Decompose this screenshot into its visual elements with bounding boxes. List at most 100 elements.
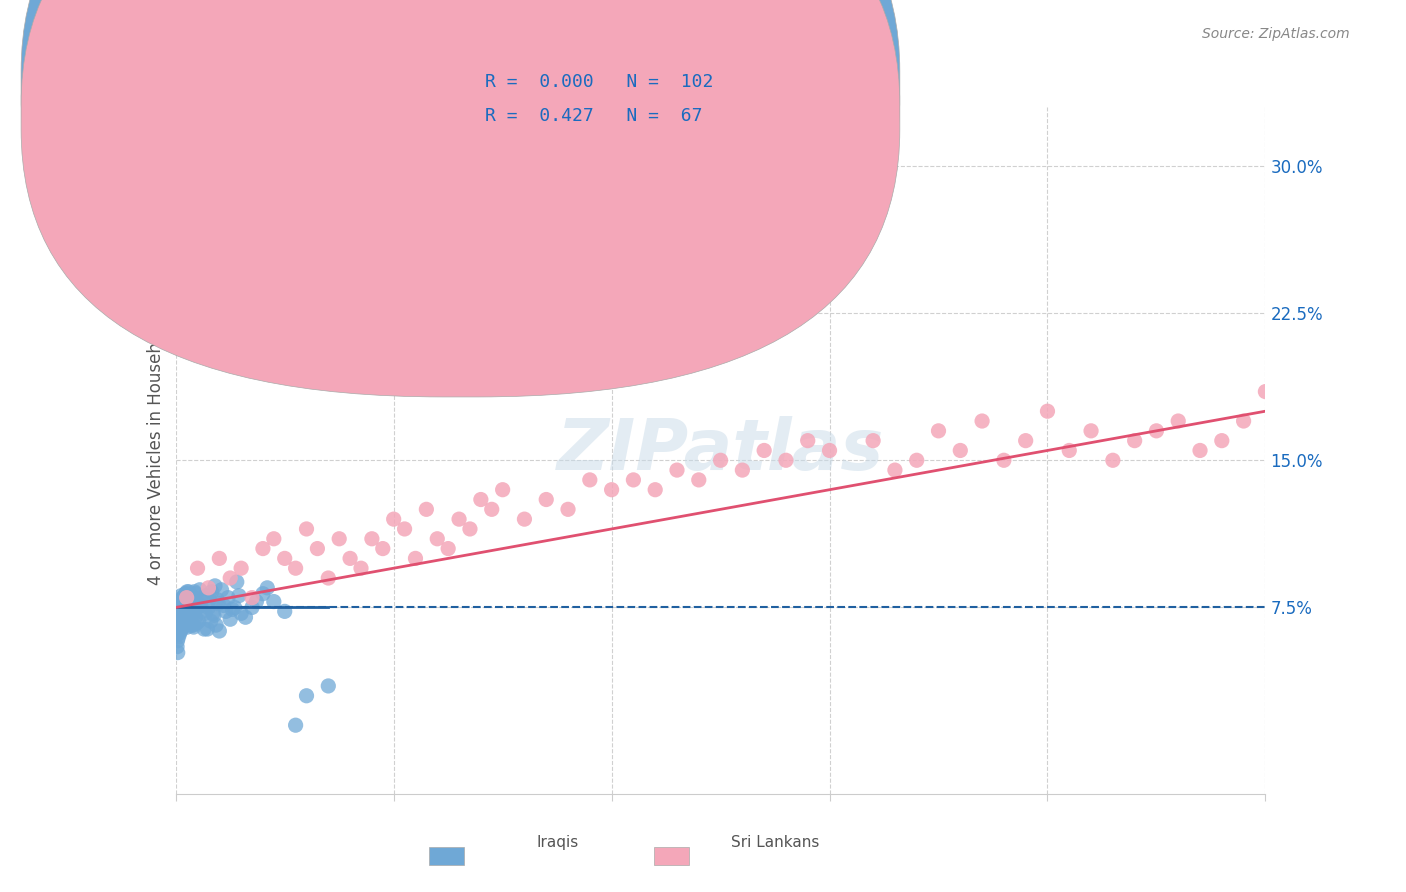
Point — [179, 591, 201, 605]
Point — [207, 597, 229, 611]
Point — [197, 600, 219, 615]
Point — [274, 604, 297, 618]
Point — [818, 443, 841, 458]
Point — [426, 257, 449, 271]
Point — [1254, 384, 1277, 399]
Point — [174, 599, 197, 613]
Point — [256, 581, 278, 595]
Point — [928, 424, 950, 438]
Point — [198, 592, 221, 607]
Point — [180, 591, 202, 605]
Point — [228, 589, 250, 603]
Point — [184, 610, 207, 624]
Point — [1123, 434, 1146, 448]
Text: IRAQI VS SRI LANKAN 4 OR MORE VEHICLES IN HOUSEHOLD CORRELATION CHART: IRAQI VS SRI LANKAN 4 OR MORE VEHICLES I… — [56, 27, 880, 45]
Point — [197, 581, 219, 595]
Point — [579, 473, 602, 487]
Point — [219, 571, 242, 585]
Point — [186, 616, 208, 631]
Point — [200, 614, 222, 628]
Text: ZIPatlas: ZIPatlas — [557, 416, 884, 485]
Point — [177, 612, 200, 626]
Point — [972, 414, 994, 428]
Point — [181, 618, 204, 632]
Point — [167, 614, 190, 628]
Point — [181, 594, 204, 608]
Text: Iraqis: Iraqis — [536, 835, 578, 850]
Point — [600, 483, 623, 497]
Point — [191, 604, 214, 618]
Point — [263, 532, 285, 546]
Point — [862, 434, 884, 448]
Point — [307, 541, 329, 556]
Point — [174, 587, 197, 601]
Point — [458, 522, 481, 536]
Point — [470, 492, 492, 507]
Point — [328, 532, 350, 546]
Point — [252, 541, 274, 556]
Point — [186, 600, 208, 615]
Point — [173, 607, 195, 621]
Point — [180, 594, 202, 608]
Point — [167, 594, 190, 608]
Point — [190, 599, 212, 613]
Point — [167, 630, 190, 644]
Point — [1015, 434, 1038, 448]
Point — [284, 561, 307, 575]
Point — [212, 599, 235, 613]
Point — [666, 463, 689, 477]
Point — [240, 600, 263, 615]
Point — [224, 600, 246, 615]
Point — [252, 587, 274, 601]
Point — [318, 571, 340, 585]
Point — [174, 599, 197, 613]
Point — [173, 614, 195, 628]
Point — [437, 541, 460, 556]
Point — [534, 492, 557, 507]
Point — [447, 512, 470, 526]
Point — [181, 618, 204, 632]
Point — [194, 607, 217, 621]
Point — [371, 541, 394, 556]
Point — [187, 614, 209, 628]
Point — [179, 612, 201, 626]
Point — [382, 512, 405, 526]
Point — [167, 620, 190, 634]
Point — [1233, 414, 1256, 428]
Point — [167, 607, 190, 621]
Point — [172, 591, 194, 605]
Point — [180, 608, 202, 623]
Point — [688, 473, 710, 487]
Point — [165, 602, 187, 616]
Point — [183, 620, 205, 634]
Point — [177, 592, 200, 607]
Point — [166, 633, 188, 648]
Point — [195, 622, 218, 636]
Point — [492, 483, 515, 497]
Point — [170, 602, 193, 616]
Point — [219, 612, 242, 626]
Point — [211, 582, 233, 597]
Text: Source: ZipAtlas.com: Source: ZipAtlas.com — [1202, 27, 1350, 41]
Point — [174, 587, 197, 601]
Point — [231, 355, 253, 369]
Point — [181, 602, 204, 616]
Point — [775, 453, 797, 467]
Point — [318, 679, 340, 693]
Point — [284, 718, 307, 732]
Point — [394, 522, 416, 536]
Point — [208, 551, 231, 566]
Point — [191, 591, 214, 605]
Point — [195, 589, 218, 603]
Point — [217, 591, 239, 605]
Point — [274, 551, 297, 566]
Point — [1080, 424, 1102, 438]
Point — [188, 582, 211, 597]
Text: Sri Lankans: Sri Lankans — [731, 835, 820, 850]
Point — [215, 604, 238, 618]
Point — [176, 608, 198, 623]
Point — [177, 602, 200, 616]
Point — [176, 599, 198, 613]
Point — [557, 502, 579, 516]
Point — [1036, 404, 1059, 418]
